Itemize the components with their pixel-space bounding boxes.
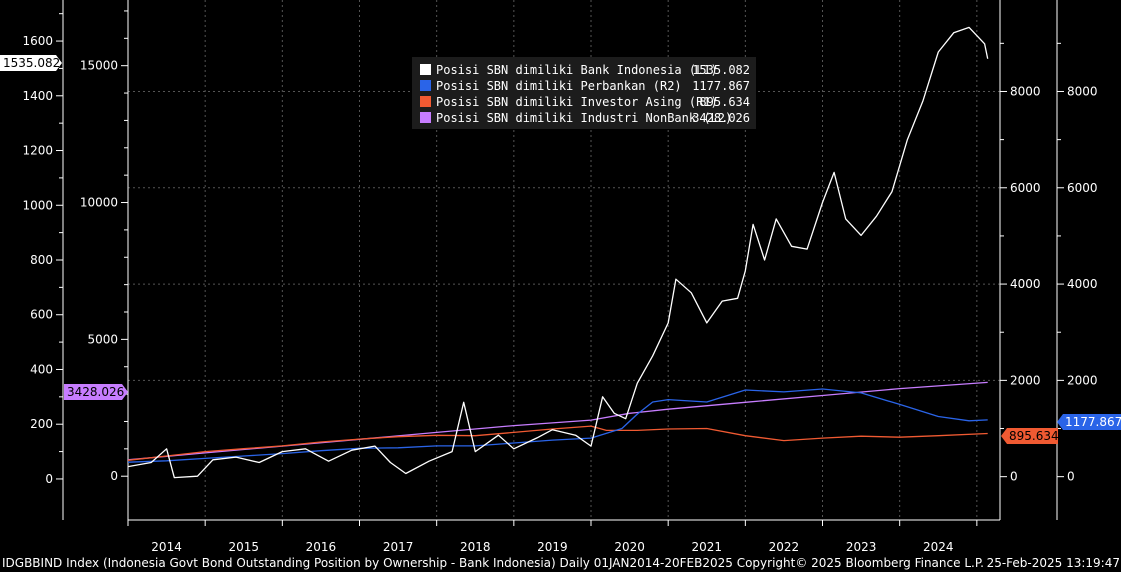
x-year-label: 2023 — [846, 540, 877, 554]
x-year-label: 2014 — [151, 540, 182, 554]
left-outer-tick-label: 1200 — [22, 144, 53, 158]
left-outer-tick-label: 0 — [45, 472, 53, 486]
tag-asing-text: 895.634 — [1009, 429, 1059, 443]
right-inner-tick-label: 8000 — [1010, 84, 1041, 98]
tag-bi-bg — [0, 55, 62, 71]
x-year-label: 2015 — [228, 540, 259, 554]
footer-timestamp: 25-Feb-2025 13:19:47 — [986, 556, 1120, 570]
right-outer-tick-label: 4000 — [1067, 277, 1098, 291]
left-outer-tick-label: 1000 — [22, 198, 53, 212]
series-line-investor-asing — [127, 425, 988, 461]
left-inner-tick-label: 15000 — [80, 59, 118, 73]
tag-perbankan-text: 1177.867 — [1065, 415, 1121, 429]
right-inner-tick-label: 6000 — [1010, 181, 1041, 195]
legend-label-asing: Posisi SBN dimiliki Investor Asing (R1) — [436, 95, 718, 109]
legend-value-asing: 895.634 — [699, 95, 750, 109]
legend-value-perbankan: 1177.867 — [692, 79, 750, 93]
x-year-label: 2021 — [691, 540, 722, 554]
legend: Posisi SBN dimiliki Bank Indonesia (L1) … — [412, 57, 756, 129]
right-outer-tick-label: 6000 — [1067, 181, 1098, 195]
legend-value-bi: 1535.082 — [692, 63, 750, 77]
right-outer-tick-label: 2000 — [1067, 373, 1098, 387]
axes: 0 200 400 600 800 1000 1200 1400 1600 0 5000 10000 1… — [22, 0, 1098, 554]
left-inner-tick-label: 0 — [110, 469, 118, 483]
left-inner-tick-label: 5000 — [87, 332, 118, 346]
series-line-perbankan — [127, 388, 988, 463]
legend-swatch-perbankan — [420, 80, 431, 91]
left-outer-tick-label: 800 — [30, 253, 53, 267]
x-year-label: 2016 — [306, 540, 337, 554]
left-outer-tick-label: 1600 — [22, 34, 53, 48]
tag-perbankan-bg — [1057, 414, 1121, 430]
right-outer-tick-label: 8000 — [1067, 84, 1098, 98]
legend-swatch-nonbank — [420, 112, 431, 123]
tag-nonbank-bg — [64, 384, 128, 400]
series-lines — [127, 26, 989, 479]
legend-box — [412, 57, 756, 129]
legend-swatch-asing — [420, 96, 431, 107]
x-year-label: 2022 — [769, 540, 800, 554]
left-outer-tick-label: 400 — [30, 362, 53, 376]
legend-label-bi: Posisi SBN dimiliki Bank Indonesia (L1) — [436, 63, 718, 77]
tag-nonbank-text: 3428.026 — [67, 385, 124, 399]
footer: IDGBBIND Index (Indonesia Govt Bond Outs… — [2, 556, 1120, 572]
legend-label-nonbank: Posisi SBN dimiliki Industri NonBank (L2… — [436, 111, 732, 125]
x-year-label: 2024 — [923, 540, 954, 554]
right-inner-tick-label: 4000 — [1010, 277, 1041, 291]
legend-value-nonbank: 3428.026 — [692, 111, 750, 125]
left-outer-tick-label: 200 — [30, 417, 53, 431]
right-inner-tick-label: 2000 — [1010, 373, 1041, 387]
value-tags: 1535.082 3428.026 895.634 1177.867 — [0, 55, 1121, 444]
left-outer-tick-label: 1400 — [22, 89, 53, 103]
right-inner-tick-label: 0 — [1010, 470, 1018, 484]
legend-label-perbankan: Posisi SBN dimiliki Perbankan (R2) — [436, 79, 682, 93]
legend-swatch-bi — [420, 64, 431, 75]
right-outer-tick-label: 0 — [1067, 470, 1075, 484]
x-year-label: 2019 — [537, 540, 568, 554]
tag-bi-text: 1535.082 — [3, 56, 60, 70]
x-year-label: 2017 — [383, 540, 414, 554]
series-line-bank-indonesia — [127, 26, 989, 479]
footer-source: IDGBBIND Index (Indonesia Govt Bond Outs… — [2, 556, 984, 570]
x-year-label: 2018 — [460, 540, 491, 554]
chart: 0200400600800100012001400160005000100001… — [0, 0, 1121, 556]
x-year-label: 2020 — [614, 540, 645, 554]
left-outer-tick-label: 600 — [30, 308, 53, 322]
left-inner-tick-label: 10000 — [80, 196, 118, 210]
tag-asing-bg — [1001, 428, 1058, 444]
